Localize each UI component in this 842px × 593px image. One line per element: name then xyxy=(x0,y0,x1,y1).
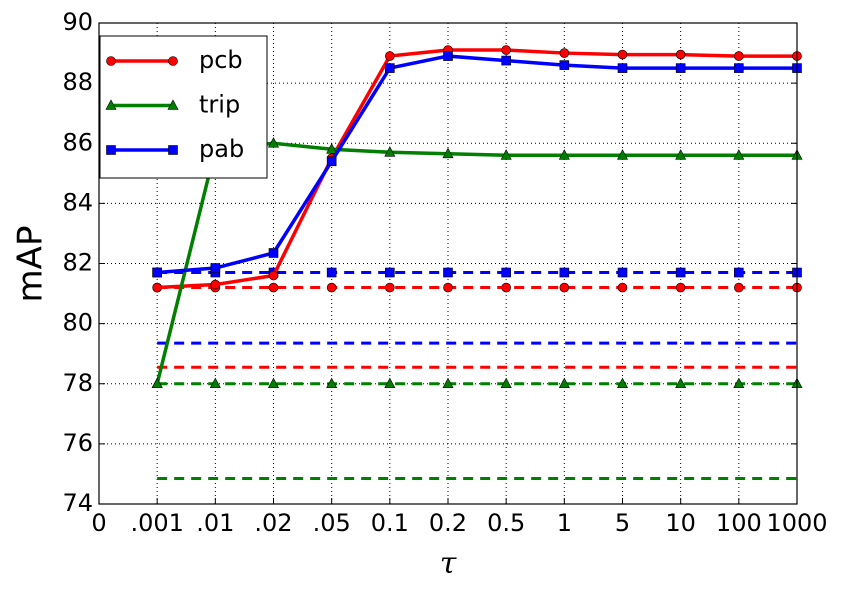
marker xyxy=(210,279,221,290)
marker xyxy=(326,143,338,154)
marker xyxy=(105,99,117,110)
marker xyxy=(326,377,338,389)
y-tick-label: 90 xyxy=(62,8,93,36)
marker xyxy=(443,267,453,278)
y-tick-label: 84 xyxy=(62,188,93,216)
marker xyxy=(617,267,628,278)
marker xyxy=(168,145,178,155)
marker xyxy=(617,282,628,293)
marker xyxy=(558,377,570,389)
marker xyxy=(385,51,395,61)
marker xyxy=(617,377,628,389)
marker xyxy=(443,282,453,293)
x-tick-label: 1000 xyxy=(766,509,827,537)
series-line xyxy=(157,54,797,275)
marker xyxy=(734,282,744,293)
y-axis-label: mAP xyxy=(11,226,51,303)
x-tick-label: 10 xyxy=(665,509,696,537)
marker xyxy=(326,156,337,167)
marker xyxy=(268,137,279,148)
marker xyxy=(106,145,116,155)
marker xyxy=(384,146,396,157)
legend-label: pcb xyxy=(199,46,243,74)
marker xyxy=(559,282,570,293)
marker xyxy=(734,267,744,278)
plot-frame xyxy=(98,22,798,505)
x-axis-label: τ xyxy=(440,546,457,581)
marker xyxy=(559,48,570,58)
x-tick-label: .01 xyxy=(196,509,234,537)
legend-label: trip xyxy=(199,91,240,119)
marker xyxy=(617,63,628,73)
marker xyxy=(167,99,179,110)
marker xyxy=(501,55,511,66)
marker xyxy=(209,377,221,389)
x-tick-label: .02 xyxy=(254,509,292,537)
marker xyxy=(443,51,453,61)
marker xyxy=(733,377,745,389)
series-line xyxy=(157,48,797,290)
y-tick-label: 86 xyxy=(62,128,93,156)
marker xyxy=(326,282,337,293)
x-tick-label: 0.2 xyxy=(429,509,467,537)
marker xyxy=(268,248,279,258)
marker xyxy=(385,267,395,278)
x-tick-label: 0.1 xyxy=(371,509,409,537)
marker xyxy=(617,49,628,60)
y-tick-label: 80 xyxy=(62,309,93,337)
series-line xyxy=(155,141,797,385)
marker xyxy=(675,49,686,60)
marker xyxy=(733,149,745,160)
marker xyxy=(442,377,454,389)
marker xyxy=(152,267,162,278)
marker xyxy=(385,63,395,73)
marker xyxy=(151,377,163,389)
y-tick-label: 76 xyxy=(62,429,93,457)
x-tick-label: 0.5 xyxy=(487,509,525,537)
marker xyxy=(385,282,395,293)
marker xyxy=(442,147,454,159)
x-tick-label: 0 xyxy=(91,509,106,537)
legend: pcb trip pab xyxy=(99,35,268,179)
marker xyxy=(268,282,279,293)
marker xyxy=(675,267,686,278)
y-tick-label: 74 xyxy=(62,489,93,517)
marker xyxy=(559,60,570,70)
marker xyxy=(268,377,279,389)
marker xyxy=(675,377,687,389)
marker xyxy=(326,267,337,278)
marker xyxy=(152,282,162,293)
marker xyxy=(210,263,221,273)
y-tick-label: 88 xyxy=(62,68,93,96)
y-tick-label: 78 xyxy=(62,369,93,397)
marker xyxy=(501,282,511,293)
x-tick-label: 5 xyxy=(615,509,630,537)
y-tick-label: 82 xyxy=(62,249,93,277)
marker xyxy=(500,377,512,389)
x-tick-label: .001 xyxy=(130,509,183,537)
marker xyxy=(675,282,686,293)
marker xyxy=(268,270,279,281)
marker xyxy=(558,149,570,160)
marker xyxy=(168,56,178,66)
marker xyxy=(501,45,511,55)
marker xyxy=(675,149,687,160)
marker xyxy=(106,56,116,66)
marker xyxy=(500,149,512,160)
legend-label: pab xyxy=(199,135,244,163)
marker xyxy=(675,63,686,73)
marker xyxy=(559,267,570,278)
x-tick-label: .05 xyxy=(313,509,351,537)
marker xyxy=(734,63,744,73)
marker xyxy=(617,149,628,160)
marker xyxy=(501,267,511,278)
marker xyxy=(384,377,396,389)
x-tick-label: 1 xyxy=(557,509,572,537)
marker xyxy=(734,51,744,61)
x-tick-label: 100 xyxy=(716,509,762,537)
